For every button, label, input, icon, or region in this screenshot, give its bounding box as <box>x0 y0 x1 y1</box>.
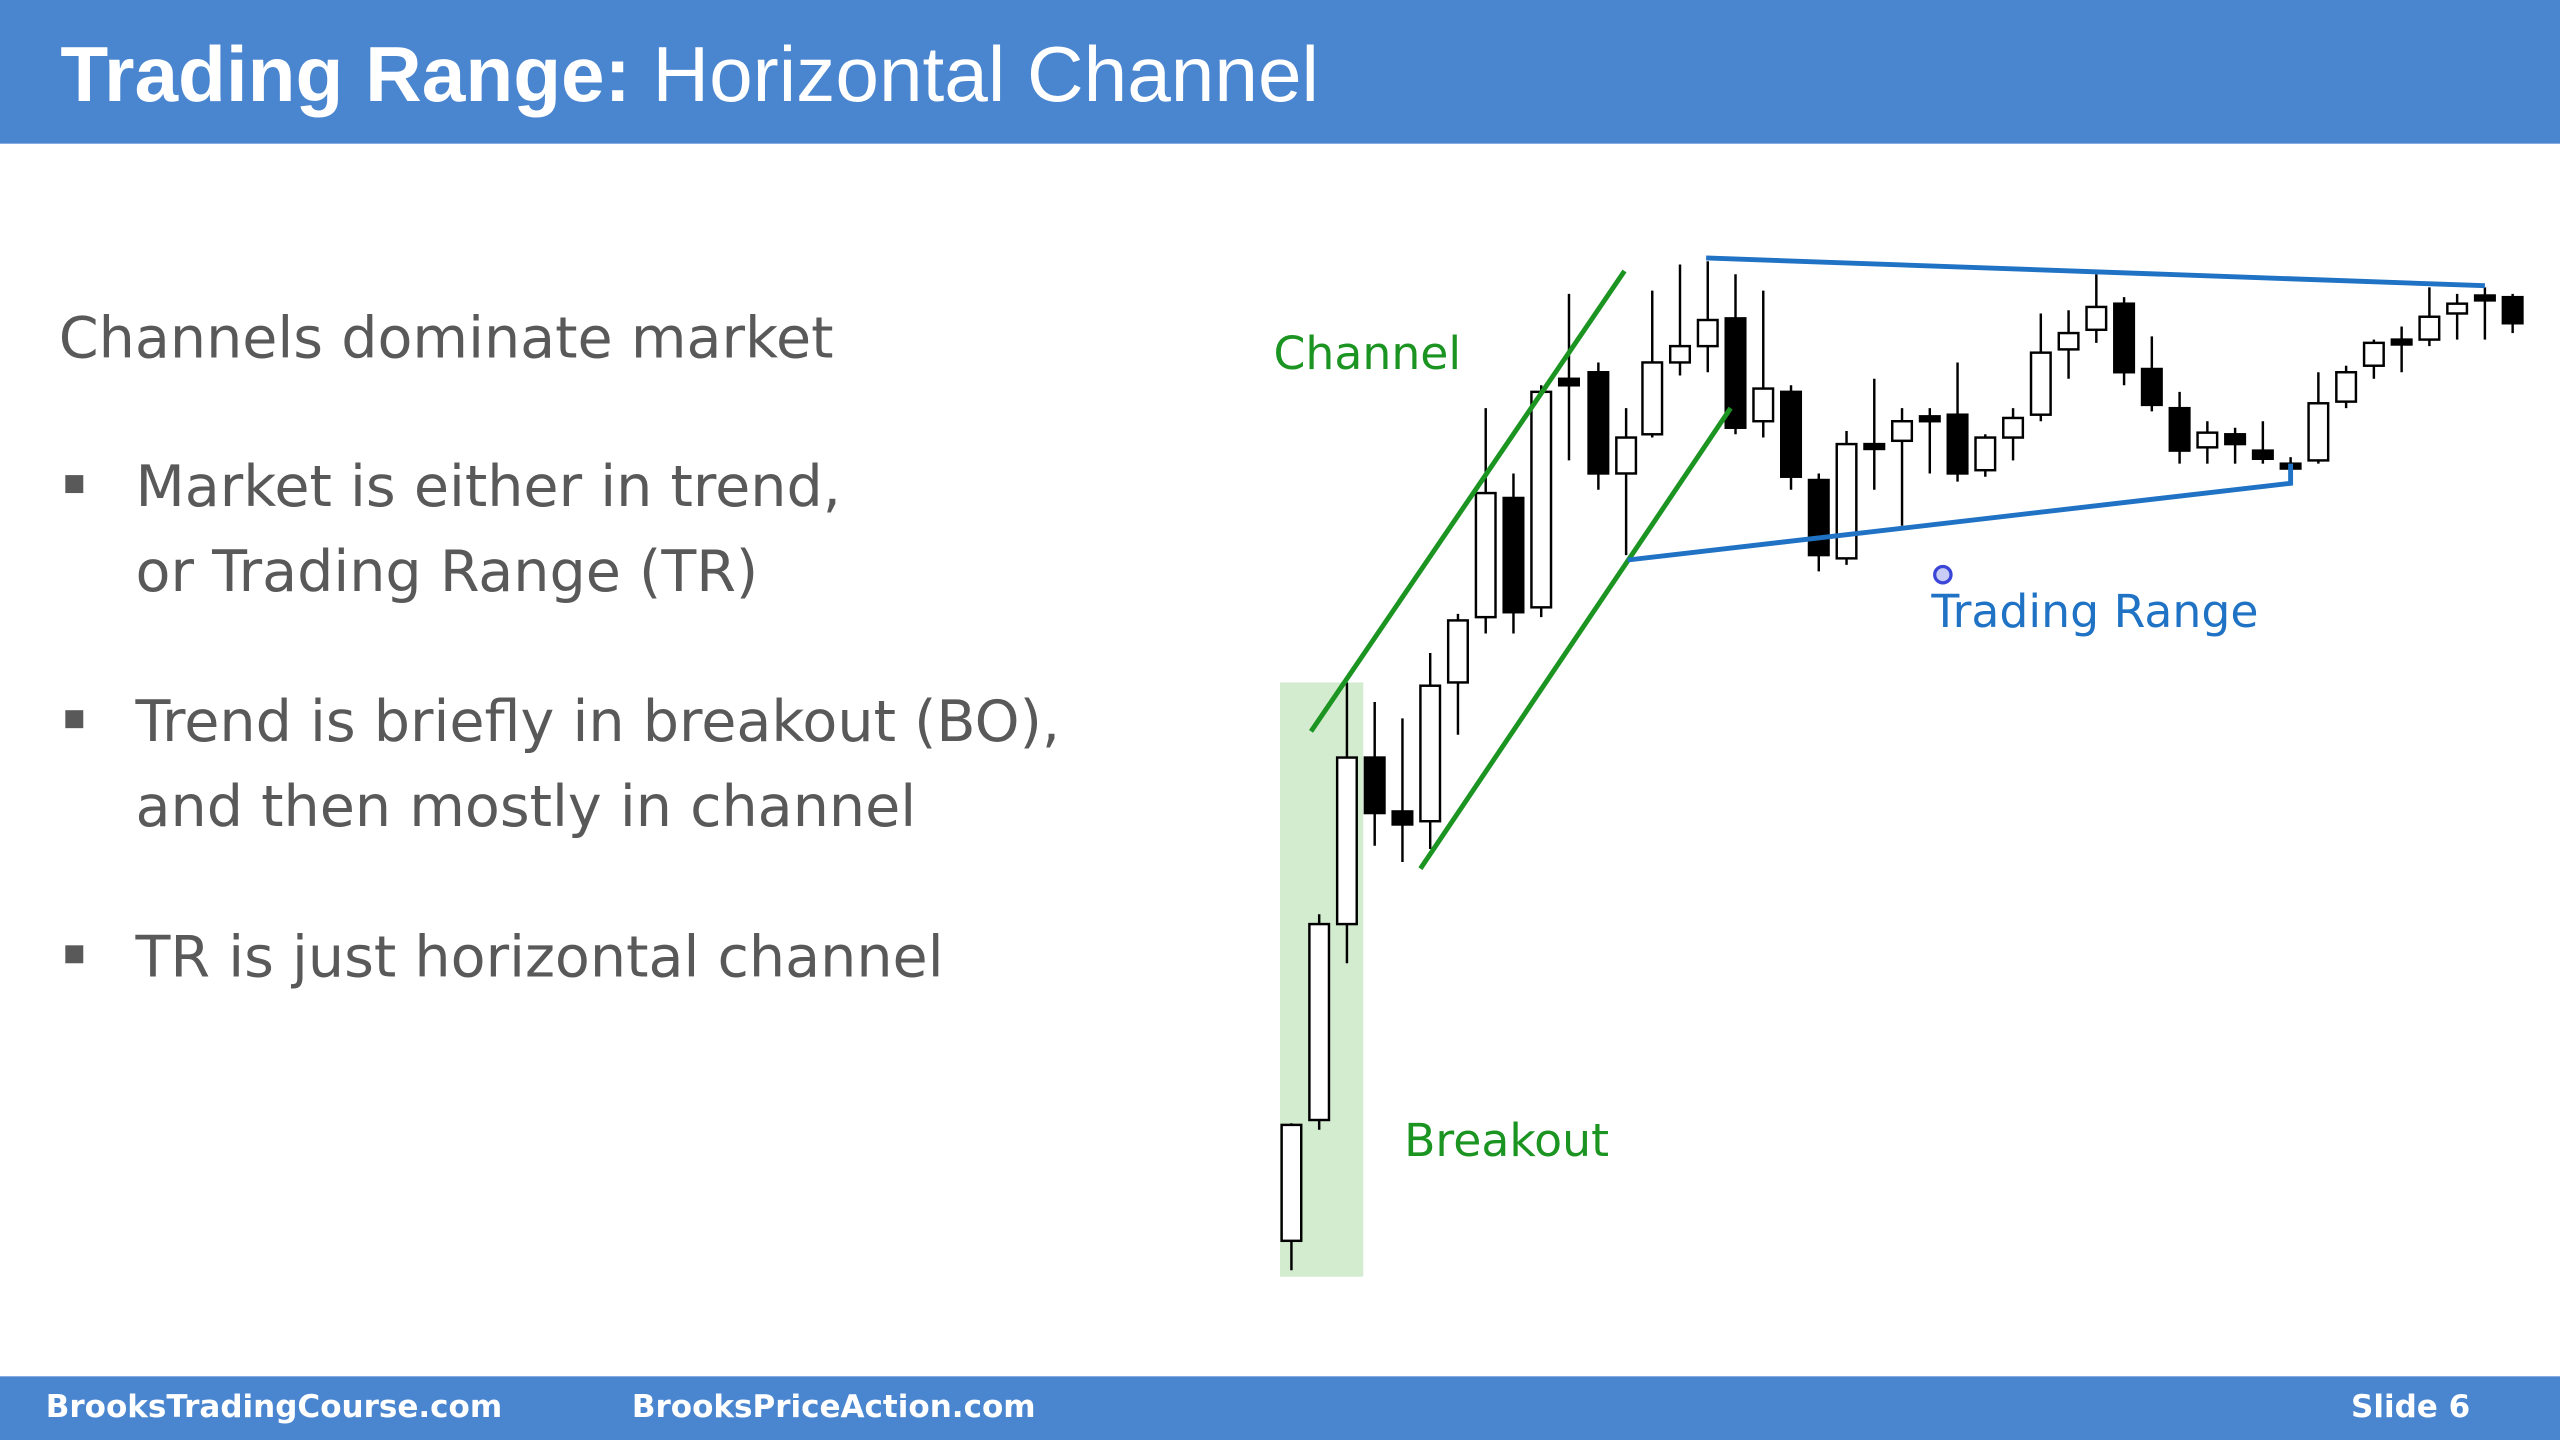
candle-body <box>2501 295 2524 325</box>
candle-body <box>1615 436 1638 475</box>
candle-body <box>1391 810 1414 826</box>
candle-body <box>2335 371 2358 403</box>
candle-body <box>1918 415 1941 423</box>
candle-body <box>2418 315 2441 341</box>
cursor <box>1933 564 1953 585</box>
candle-body <box>1724 317 1747 429</box>
candle-body <box>1891 420 1914 443</box>
range-line <box>1627 463 2294 563</box>
heading: Channels dominate market <box>59 306 834 372</box>
footer-link: BrooksTradingCourse.com <box>46 1389 502 1425</box>
breakout-label: Breakout <box>1404 1114 1609 1167</box>
candle-body <box>1752 387 1775 423</box>
range-line <box>1706 255 2485 289</box>
candle-body <box>1308 922 1331 1122</box>
channel-label: Channel <box>1273 327 1461 380</box>
bullet-text: and then mostly in channel <box>136 774 917 840</box>
slide-number: Slide 6 <box>2351 1389 2470 1425</box>
candle-body <box>1557 377 1580 387</box>
candle-body <box>1863 442 1886 451</box>
bullet-text: Trend is briefly in breakout (BO), <box>135 689 1061 755</box>
range-label: Trading Range <box>1930 585 2258 638</box>
channel-line <box>1308 269 1627 733</box>
bullet-marker <box>65 945 84 964</box>
candle-body <box>1587 371 1610 475</box>
bullet-text: TR is just horizontal channel <box>135 924 944 990</box>
candle-body <box>1335 756 1358 926</box>
channel-line <box>1418 406 1733 870</box>
bullet-text: or Trading Range (TR) <box>136 539 759 605</box>
candle-body <box>2473 294 2496 302</box>
candle-body <box>1363 756 1386 815</box>
bullet-marker <box>65 475 84 494</box>
candle-body <box>1280 1123 1303 1243</box>
candle-body <box>2224 433 2247 446</box>
candle-body <box>2390 338 2413 346</box>
candle-body <box>1974 436 1997 472</box>
candle-body <box>2446 302 2469 315</box>
candle-body <box>1946 413 1969 475</box>
candle-body <box>1668 344 1692 364</box>
candle-body <box>1696 318 1719 348</box>
title: Trading Range: Horizontal Channel <box>60 30 1319 118</box>
candle-body <box>2002 416 2025 439</box>
candle-body <box>1446 619 1469 684</box>
candle-body <box>1641 361 1664 436</box>
candle-body <box>1502 496 1525 614</box>
candle-body <box>2029 351 2052 416</box>
candle-body <box>2168 406 2191 452</box>
candle-body <box>1780 390 1803 478</box>
candle-body <box>2251 449 2274 460</box>
candle-body <box>2113 302 2136 374</box>
candle-body <box>2140 367 2163 407</box>
candle-body <box>1530 390 1553 609</box>
candle-body <box>2196 431 2219 449</box>
candle-body <box>2362 341 2385 367</box>
candle-body <box>1835 442 1858 560</box>
bullet-marker <box>65 710 84 729</box>
bullet-text: Market is either in trend, <box>136 454 841 520</box>
candle-body <box>1807 478 1830 557</box>
title-rest: Horizontal Channel <box>653 30 1319 118</box>
footer-link: BrooksPriceAction.com <box>632 1389 1036 1425</box>
candle-body <box>2307 402 2330 462</box>
title-bold: Trading Range: <box>60 30 630 118</box>
candle-body <box>1474 491 1497 619</box>
candlesticks <box>1280 261 2524 1271</box>
candle-body <box>2085 305 2108 332</box>
header-bar <box>0 0 2560 144</box>
candle-body <box>1419 684 1442 823</box>
candle-body <box>2057 331 2080 351</box>
footer-bar <box>0 1376 2560 1440</box>
